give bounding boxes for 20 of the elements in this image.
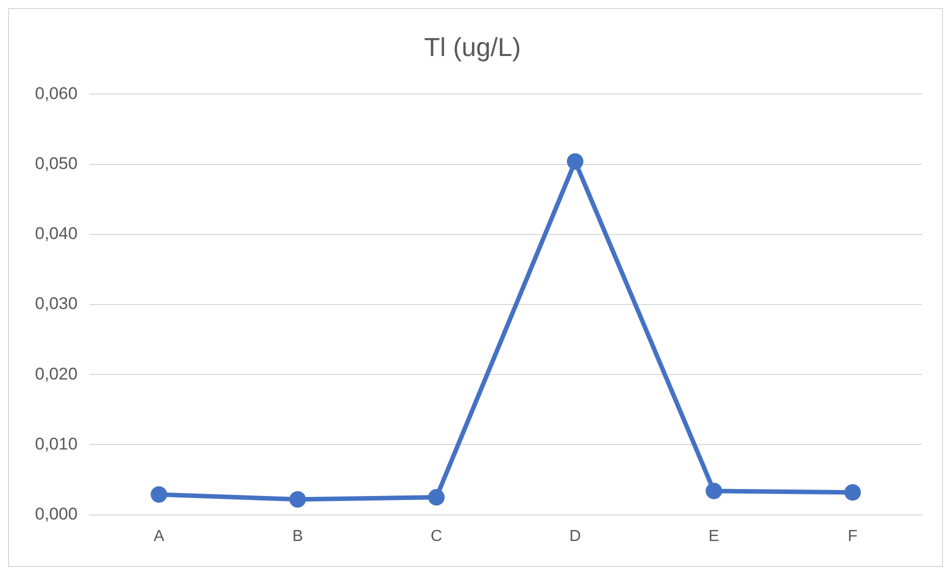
x-tick-label: C	[430, 528, 442, 545]
x-tick-label: D	[569, 528, 581, 545]
point	[150, 486, 168, 503]
x-tick-label: F	[848, 528, 858, 545]
y-tick-label: 0,000	[34, 504, 78, 524]
x-tick-label: E	[708, 528, 720, 545]
chart-title: Tl (ug/L)	[424, 32, 521, 62]
y-tick-label: 0,040	[34, 224, 78, 244]
y-tick-label: 0,010	[34, 434, 78, 454]
point	[289, 491, 306, 508]
y-tick-label: 0,030	[34, 294, 78, 314]
point	[428, 489, 445, 506]
x-tick-label: A	[154, 528, 165, 545]
point	[566, 153, 584, 170]
y-tick-label: 0,050	[34, 154, 78, 173]
point	[844, 484, 861, 501]
x-tick-label: B	[292, 528, 303, 545]
y-tick-label: 0,060	[34, 84, 78, 103]
y-tick-label: 0,020	[34, 364, 78, 384]
point	[706, 482, 722, 500]
